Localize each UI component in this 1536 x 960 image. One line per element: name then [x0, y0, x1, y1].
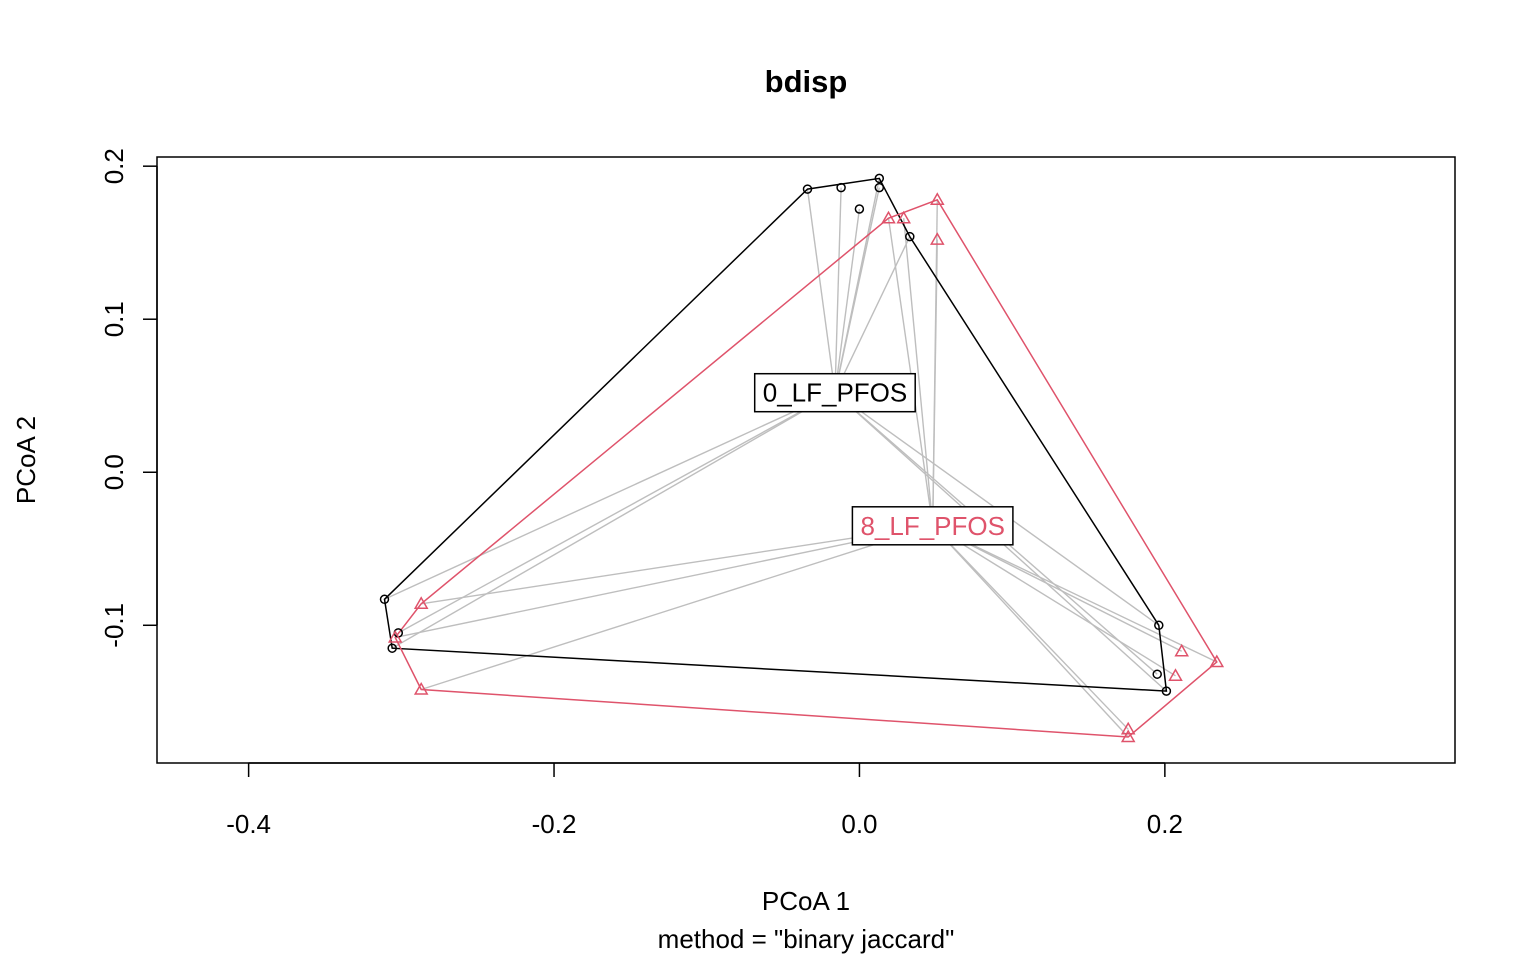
point-0-7 [854, 204, 865, 214]
point-0-3 [802, 184, 813, 194]
segment-1-1 [395, 525, 933, 639]
point-1-9 [1209, 654, 1225, 668]
segment-1-4 [903, 218, 934, 526]
point-1-2 [413, 681, 429, 695]
segment-0-2 [391, 392, 836, 649]
centroid-label-box [753, 372, 916, 413]
segment-1-6 [932, 239, 938, 526]
point-0-4 [836, 182, 846, 193]
segment-1-3 [887, 218, 934, 526]
point-1-8 [1168, 668, 1183, 682]
y-axis: -0.1 0.0 0.1 0.2 [99, 148, 158, 648]
segment-1-9 [932, 525, 1218, 663]
segment-1-8 [932, 525, 1176, 677]
point-1-0 [413, 596, 429, 610]
point-1-3 [881, 210, 896, 224]
y-axis-label: PCoA 2 [11, 416, 41, 504]
x-tick-label: 0.0 [841, 809, 877, 839]
x-axis: -0.4 -0.2 0.0 0.2 [226, 762, 1183, 839]
segment-0-0 [384, 392, 836, 600]
segment-1-10 [932, 525, 1129, 730]
sample-points [379, 173, 1225, 743]
centroid-label-1: 8_LF_PFOS [851, 506, 1014, 546]
plot-frame [156, 156, 1456, 764]
convex-hulls [383, 177, 1218, 738]
point-0-8 [905, 231, 915, 242]
centroid-label-text: 8_LF_PFOS [860, 511, 1005, 541]
x-tick-label: -0.2 [532, 809, 577, 839]
point-0-5 [874, 173, 885, 184]
hull-0 [383, 177, 1168, 692]
point-1-7 [1174, 643, 1189, 657]
segment-1-2 [420, 525, 933, 691]
x-tick-label: -0.4 [226, 809, 271, 839]
segment-0-1 [397, 392, 836, 634]
point-1-6 [930, 232, 945, 245]
point-0-9 [1154, 620, 1164, 631]
y-tick-label: -0.1 [99, 603, 129, 648]
y-tick-label: 0.0 [99, 454, 129, 490]
segment-0-3 [806, 189, 836, 393]
y-tick-label: 0.1 [99, 301, 129, 337]
point-1-5 [930, 192, 945, 206]
point-0-10 [1152, 669, 1162, 679]
centroid-label-text: 0_LF_PFOS [763, 378, 908, 408]
segment-1-0 [421, 525, 933, 605]
point-1-4 [896, 210, 911, 224]
point-0-0 [379, 594, 390, 605]
point-0-2 [387, 643, 397, 653]
hull-1 [394, 198, 1218, 738]
centroid-segments [384, 178, 1218, 738]
chart-subtitle: method = "binary jaccard" [658, 924, 955, 954]
centroid-labels: 0_LF_PFOS 8_LF_PFOS [753, 372, 1014, 546]
segment-1-11 [932, 525, 1129, 738]
centroid-label-box [851, 506, 1014, 546]
segment-0-8 [834, 236, 911, 394]
chart-title: bdisp [765, 64, 848, 99]
point-0-6 [874, 182, 885, 193]
segment-0-4 [834, 187, 842, 393]
segment-1-7 [932, 525, 1183, 652]
y-tick-label: 0.2 [99, 148, 129, 184]
segment-0-6 [834, 187, 880, 393]
centroid-label-0: 0_LF_PFOS [753, 372, 916, 413]
point-1-10 [1120, 721, 1136, 735]
segment-0-7 [834, 208, 861, 393]
point-0-11 [1161, 686, 1172, 696]
x-axis-label: PCoA 1 [762, 886, 850, 916]
point-1-1 [387, 629, 403, 643]
x-tick-label: 0.2 [1147, 809, 1183, 839]
point-1-11 [1120, 729, 1136, 743]
